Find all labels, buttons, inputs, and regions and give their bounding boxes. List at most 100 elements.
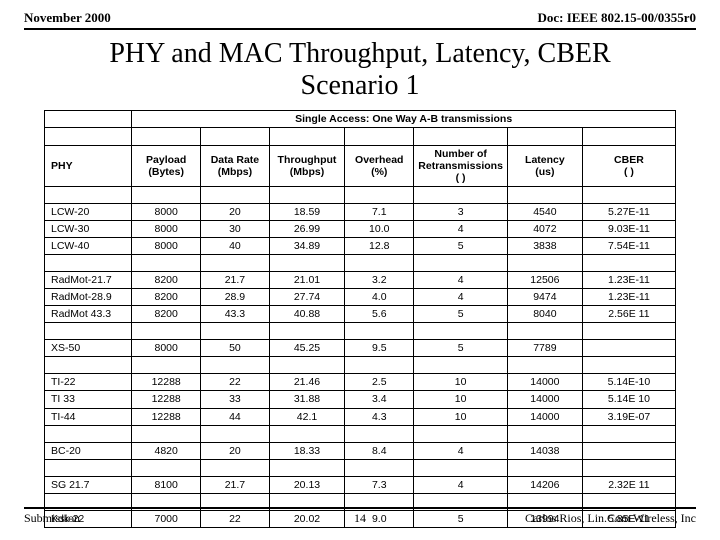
footer-page-number: 14 [24, 511, 696, 526]
table-spacer-row [45, 357, 676, 374]
table-cell [132, 128, 201, 145]
table-cell [132, 357, 201, 374]
table-cell: 7.1 [345, 203, 414, 220]
page-title: PHY and MAC Throughput, Latency, CBER Sc… [24, 38, 696, 102]
table-cell: 9.5 [345, 340, 414, 357]
table-cell [414, 128, 508, 145]
table-cell [132, 254, 201, 271]
table-cell [269, 254, 344, 271]
table-cell [132, 186, 201, 203]
table-cell: 8000 [132, 203, 201, 220]
table-column-header: Throughput(Mbps) [269, 145, 344, 186]
table-row: TI 33122883331.883.410140005.14E 10 [45, 391, 676, 408]
table-cell: 27.74 [269, 289, 344, 306]
table-cell: 34.89 [269, 237, 344, 254]
table-cell [45, 186, 132, 203]
table-cell: TI 33 [45, 391, 132, 408]
table-cell [45, 128, 132, 145]
table-cell [132, 323, 201, 340]
table-cell: 14038 [507, 442, 582, 459]
table-cell: 2.56E 11 [582, 306, 675, 323]
table-caption: Single Access: One Way A-B transmissions [132, 111, 676, 128]
table-cell: LCW-20 [45, 203, 132, 220]
table-cell: 21.7 [201, 476, 270, 493]
header: November 2000 Doc: IEEE 802.15-00/0355r0 [24, 10, 696, 30]
table-cell: 45.25 [269, 340, 344, 357]
table-cell [345, 323, 414, 340]
table-cell: 10.0 [345, 220, 414, 237]
title-line2: Scenario 1 [301, 70, 420, 101]
table-cell [345, 425, 414, 442]
table-column-header: CBER( ) [582, 145, 675, 186]
table-cell: 8100 [132, 476, 201, 493]
table-cell: 33 [201, 391, 270, 408]
table-cell [507, 254, 582, 271]
table-cell: 8000 [132, 237, 201, 254]
table-cell [201, 323, 270, 340]
table-cell [582, 425, 675, 442]
table-row: SG 21.7810021.720.137.34142062.32E 11 [45, 476, 676, 493]
table-cell: RadMot-21.7 [45, 272, 132, 289]
table-column-header: Latency(us) [507, 145, 582, 186]
table-cell [582, 323, 675, 340]
table-row: LCW-3080003026.9910.0440729.03E-11 [45, 220, 676, 237]
table-cell [269, 357, 344, 374]
table-cell: 4 [414, 272, 508, 289]
table-cell: 5.6 [345, 306, 414, 323]
table-cell: 12506 [507, 272, 582, 289]
table-spacer-row [45, 254, 676, 271]
table-spacer-row [45, 459, 676, 476]
table-column-header: PHY [45, 145, 132, 186]
table-cell: 4 [414, 442, 508, 459]
table-cell: 26.99 [269, 220, 344, 237]
table-cell: 12288 [132, 391, 201, 408]
table-cell [507, 425, 582, 442]
table-cell [269, 459, 344, 476]
table-cell: 5.27E-11 [582, 203, 675, 220]
table-row: RadMot-28.9820028.927.744.0494741.23E-11 [45, 289, 676, 306]
table-column-header: Overhead(%) [345, 145, 414, 186]
table-cell: 42.1 [269, 408, 344, 425]
table-cell [507, 186, 582, 203]
table-cell: 2.5 [345, 374, 414, 391]
table-cell: BC-20 [45, 442, 132, 459]
table-cell: 31.88 [269, 391, 344, 408]
table-header-row: PHYPayload(Bytes)Data Rate(Mbps)Throughp… [45, 145, 676, 186]
table-cell: 9474 [507, 289, 582, 306]
table-cell: 10 [414, 374, 508, 391]
table-cell [507, 357, 582, 374]
table-cell [45, 254, 132, 271]
table-cell: 5.14E-10 [582, 374, 675, 391]
table-cell: 3.2 [345, 272, 414, 289]
table-spacer-row [45, 186, 676, 203]
table-cell [414, 323, 508, 340]
table-column-header: Data Rate(Mbps) [201, 145, 270, 186]
table-cell: 21.7 [201, 272, 270, 289]
table-cell [507, 128, 582, 145]
table-spacer-row [45, 425, 676, 442]
table-cell [345, 128, 414, 145]
table-row: XS-5080005045.259.557789 [45, 340, 676, 357]
table-cell: 40.88 [269, 306, 344, 323]
table-cell: 20 [201, 442, 270, 459]
table-cell: 28.9 [201, 289, 270, 306]
table-cell [201, 459, 270, 476]
table-cell [582, 340, 675, 357]
table-cell [269, 186, 344, 203]
table-cell: 14000 [507, 408, 582, 425]
table-cell: 20 [201, 203, 270, 220]
table-cell [345, 186, 414, 203]
table-cell [201, 128, 270, 145]
table-cell [45, 111, 132, 128]
table-cell [201, 357, 270, 374]
table-cell [201, 254, 270, 271]
table-cell: 2.32E 11 [582, 476, 675, 493]
table-cell: 40 [201, 237, 270, 254]
table-cell: XS-50 [45, 340, 132, 357]
table-cell: 14000 [507, 374, 582, 391]
table-cell: TI-44 [45, 408, 132, 425]
table-cell [582, 186, 675, 203]
table-cell: 4 [414, 476, 508, 493]
table-cell: 50 [201, 340, 270, 357]
table-cell: 18.33 [269, 442, 344, 459]
